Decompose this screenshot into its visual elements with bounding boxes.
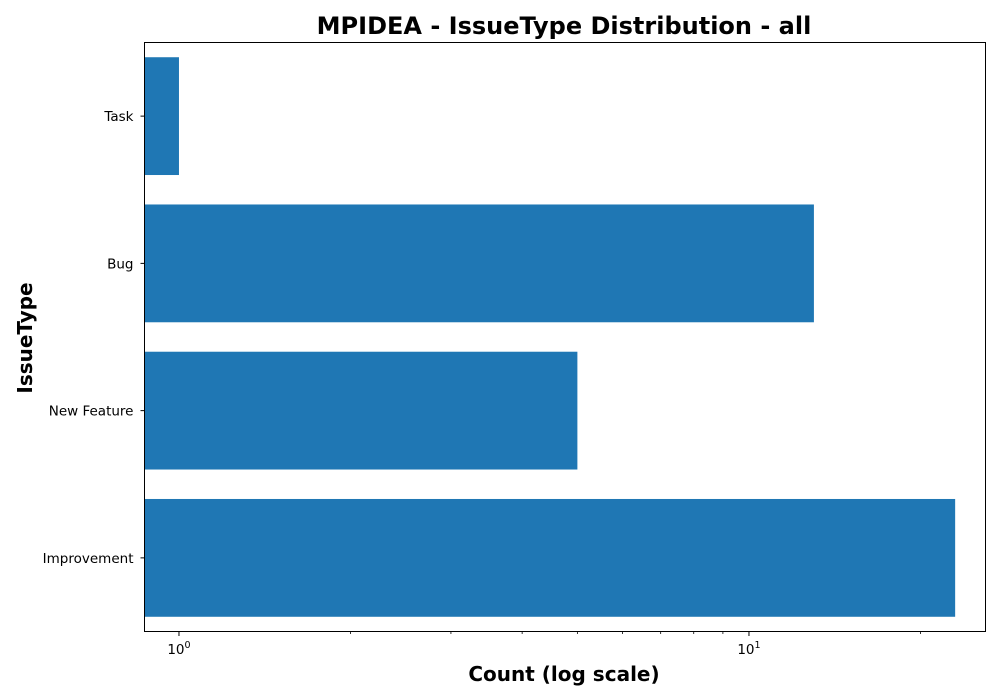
y-tick-label: New Feature (49, 404, 134, 420)
bar-improvement (144, 498, 956, 617)
chart-title: MPIDEA - IssueType Distribution - all (317, 12, 812, 40)
bar-bug (144, 204, 814, 323)
y-tick-label: Improvement (43, 551, 134, 567)
bar-task (144, 57, 179, 176)
bars-group (144, 57, 956, 617)
x-tick-label: 101 (737, 640, 760, 658)
plot-frame (144, 42, 986, 632)
y-axis-label: IssueType (13, 282, 37, 393)
y-ticks-group: Task Bug New Feature Improvement (43, 109, 145, 567)
x-ticks-group: 100 101 (167, 631, 761, 658)
x-axis-label: Count (log scale) (468, 662, 659, 686)
y-tick-label: Bug (107, 256, 133, 272)
y-tick-label: Task (103, 109, 133, 125)
bar-new-feature (144, 351, 578, 470)
x-tick-label: 100 (167, 640, 190, 658)
